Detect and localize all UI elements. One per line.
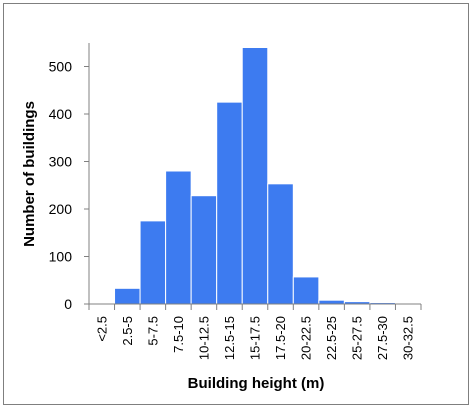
- bar-6: [241, 47, 269, 305]
- bar-5: [216, 101, 243, 305]
- y-tick-label-2: 200: [49, 201, 73, 217]
- x-tick-label-10: 25-27.5: [350, 316, 365, 360]
- x-tick-label-9: 22.5-25: [324, 316, 339, 360]
- y-tick-label-3: 300: [49, 154, 73, 170]
- x-tick-label-1: 2.5-5: [120, 316, 135, 346]
- y-axis-title: Number of buildings: [21, 101, 38, 247]
- x-tick-label-6: 15-17.5: [248, 316, 263, 360]
- x-tick-label-12: 30-32.5: [401, 316, 416, 360]
- x-tick-label-0: <2.5: [94, 316, 109, 342]
- bar-3: [165, 170, 192, 305]
- y-ticks-group: 0 100 200 300 400 500: [49, 59, 89, 312]
- x-tick-label-2: 5-7.5: [145, 316, 160, 346]
- bar-8: [292, 276, 320, 305]
- x-axis-title: Building height (m): [188, 375, 325, 392]
- y-tick-label-1: 100: [49, 249, 73, 265]
- x-tick-label-8: 20-22.5: [299, 316, 314, 360]
- bar-7: [267, 183, 294, 305]
- y-tick-label-5: 500: [49, 59, 73, 75]
- axes-group: [88, 43, 421, 305]
- y-tick-label-0: 0: [64, 296, 72, 312]
- x-ticks-group: <2.5 2.5-5 5-7.5 7.5-10 10-12.5 12.5-15 15-17.…: [88, 304, 422, 360]
- bars-group: [88, 47, 422, 305]
- x-tick-label-7: 17.5-20: [273, 316, 288, 360]
- y-tick-label-4: 400: [49, 106, 73, 122]
- bar-2: [139, 220, 167, 305]
- bar-4: [190, 195, 218, 305]
- x-tick-label-11: 27.5-30: [375, 316, 390, 360]
- x-tick-label-4: 10-12.5: [196, 316, 211, 360]
- x-tick-label-5: 12.5-15: [222, 316, 237, 360]
- bar-1: [114, 287, 141, 305]
- bar-9: [318, 299, 345, 305]
- x-tick-label-3: 7.5-10: [171, 316, 186, 353]
